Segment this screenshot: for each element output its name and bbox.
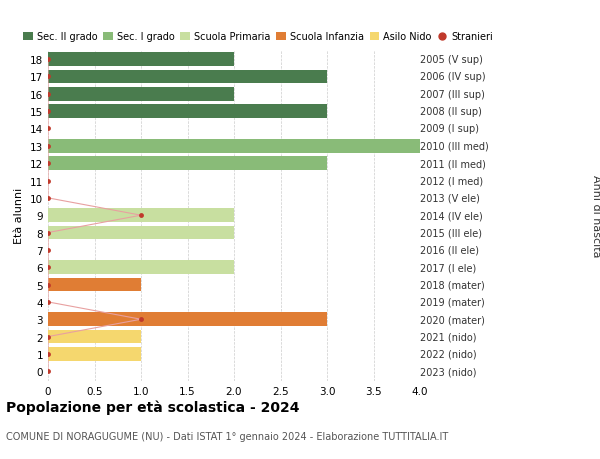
Text: 2012 (I med): 2012 (I med) (420, 176, 483, 186)
Text: 2020 (mater): 2020 (mater) (420, 314, 485, 325)
Bar (48, 313, 327, 326)
Y-axis label: Età alunni: Età alunni (14, 188, 25, 244)
Bar (48, 278, 141, 291)
Bar (48, 157, 327, 171)
Text: 2014 (IV ele): 2014 (IV ele) (420, 211, 483, 221)
Bar (48, 347, 141, 361)
Bar (48, 209, 234, 223)
Text: 2021 (nido): 2021 (nido) (420, 332, 476, 342)
Legend: Sec. II grado, Sec. I grado, Scuola Primaria, Scuola Infanzia, Asilo Nido, Stran: Sec. II grado, Sec. I grado, Scuola Prim… (23, 32, 493, 42)
Bar (48, 330, 141, 344)
Text: 2011 (II med): 2011 (II med) (420, 159, 486, 169)
Bar (48, 88, 234, 101)
Text: 2010 (III med): 2010 (III med) (420, 141, 489, 151)
Text: 2006 (IV sup): 2006 (IV sup) (420, 73, 485, 82)
Text: Popolazione per età scolastica - 2024: Popolazione per età scolastica - 2024 (6, 399, 299, 414)
Text: 2023 (nido): 2023 (nido) (420, 366, 476, 376)
Text: 2008 (II sup): 2008 (II sup) (420, 107, 482, 117)
Text: COMUNE DI NORAGUGUME (NU) - Dati ISTAT 1° gennaio 2024 - Elaborazione TUTTITALIA: COMUNE DI NORAGUGUME (NU) - Dati ISTAT 1… (6, 431, 448, 442)
Text: 2013 (V ele): 2013 (V ele) (420, 193, 480, 203)
Text: 2016 (II ele): 2016 (II ele) (420, 246, 479, 255)
Text: 2009 (I sup): 2009 (I sup) (420, 124, 479, 134)
Text: 2018 (mater): 2018 (mater) (420, 280, 485, 290)
Text: 2017 (I ele): 2017 (I ele) (420, 263, 476, 273)
Text: Anni di nascita: Anni di nascita (591, 174, 600, 257)
Text: 2007 (III sup): 2007 (III sup) (420, 90, 485, 100)
Text: 2015 (III ele): 2015 (III ele) (420, 228, 482, 238)
Text: 2019 (mater): 2019 (mater) (420, 297, 485, 307)
Bar (48, 226, 234, 240)
Bar (48, 140, 420, 153)
Bar (48, 53, 234, 67)
Bar (48, 261, 234, 274)
Text: 2022 (nido): 2022 (nido) (420, 349, 476, 359)
Text: 2005 (V sup): 2005 (V sup) (420, 55, 483, 65)
Bar (48, 71, 327, 84)
Bar (48, 105, 327, 119)
